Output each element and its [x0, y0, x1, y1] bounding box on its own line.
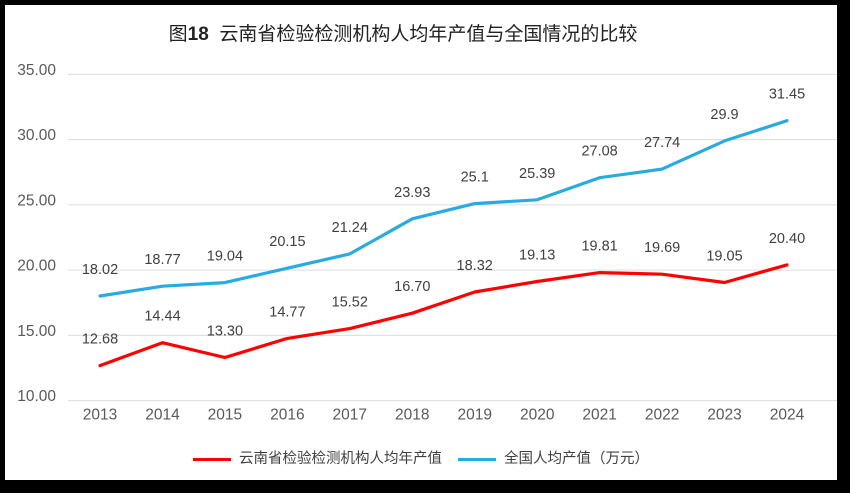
svg-text:25.39: 25.39: [519, 166, 555, 182]
svg-text:29.9: 29.9: [710, 107, 738, 123]
svg-text:19.81: 19.81: [581, 239, 617, 255]
svg-text:2017: 2017: [333, 407, 367, 424]
svg-text:30.00: 30.00: [17, 127, 56, 144]
svg-text:15.52: 15.52: [332, 295, 368, 311]
svg-text:18.02: 18.02: [82, 262, 118, 278]
svg-text:2013: 2013: [83, 407, 117, 424]
svg-text:2014: 2014: [145, 407, 180, 424]
svg-text:19.04: 19.04: [207, 249, 243, 265]
svg-text:25.00: 25.00: [17, 192, 56, 209]
svg-text:2018: 2018: [395, 407, 429, 424]
svg-text:19.13: 19.13: [519, 248, 555, 264]
svg-text:2023: 2023: [707, 407, 741, 424]
svg-text:18.77: 18.77: [144, 252, 180, 268]
svg-text:20.40: 20.40: [769, 231, 805, 247]
svg-text:10.00: 10.00: [17, 388, 56, 405]
svg-text:19.69: 19.69: [644, 240, 680, 256]
svg-text:2020: 2020: [520, 407, 555, 424]
svg-text:21.24: 21.24: [332, 220, 368, 236]
svg-text:27.74: 27.74: [644, 135, 680, 151]
svg-text:2019: 2019: [457, 407, 491, 424]
svg-text:23.93: 23.93: [394, 185, 430, 201]
svg-text:12.68: 12.68: [82, 332, 118, 348]
svg-text:2021: 2021: [582, 407, 616, 424]
svg-text:15.00: 15.00: [17, 323, 56, 340]
svg-text:20.15: 20.15: [269, 234, 305, 250]
svg-text:2016: 2016: [270, 407, 304, 424]
svg-text:31.45: 31.45: [769, 87, 805, 103]
svg-text:19.05: 19.05: [706, 249, 742, 265]
svg-text:27.08: 27.08: [581, 144, 617, 160]
svg-text:13.30: 13.30: [207, 324, 243, 340]
svg-text:20.00: 20.00: [17, 258, 56, 275]
svg-text:25.1: 25.1: [461, 170, 489, 186]
svg-text:35.00: 35.00: [17, 62, 56, 79]
svg-text:2024: 2024: [770, 407, 805, 424]
svg-text:2022: 2022: [645, 407, 679, 424]
svg-text:2015: 2015: [208, 407, 242, 424]
svg-text:16.70: 16.70: [394, 279, 430, 295]
svg-text:14.77: 14.77: [269, 304, 305, 320]
svg-text:14.44: 14.44: [144, 309, 180, 325]
svg-text:18.32: 18.32: [457, 258, 493, 274]
